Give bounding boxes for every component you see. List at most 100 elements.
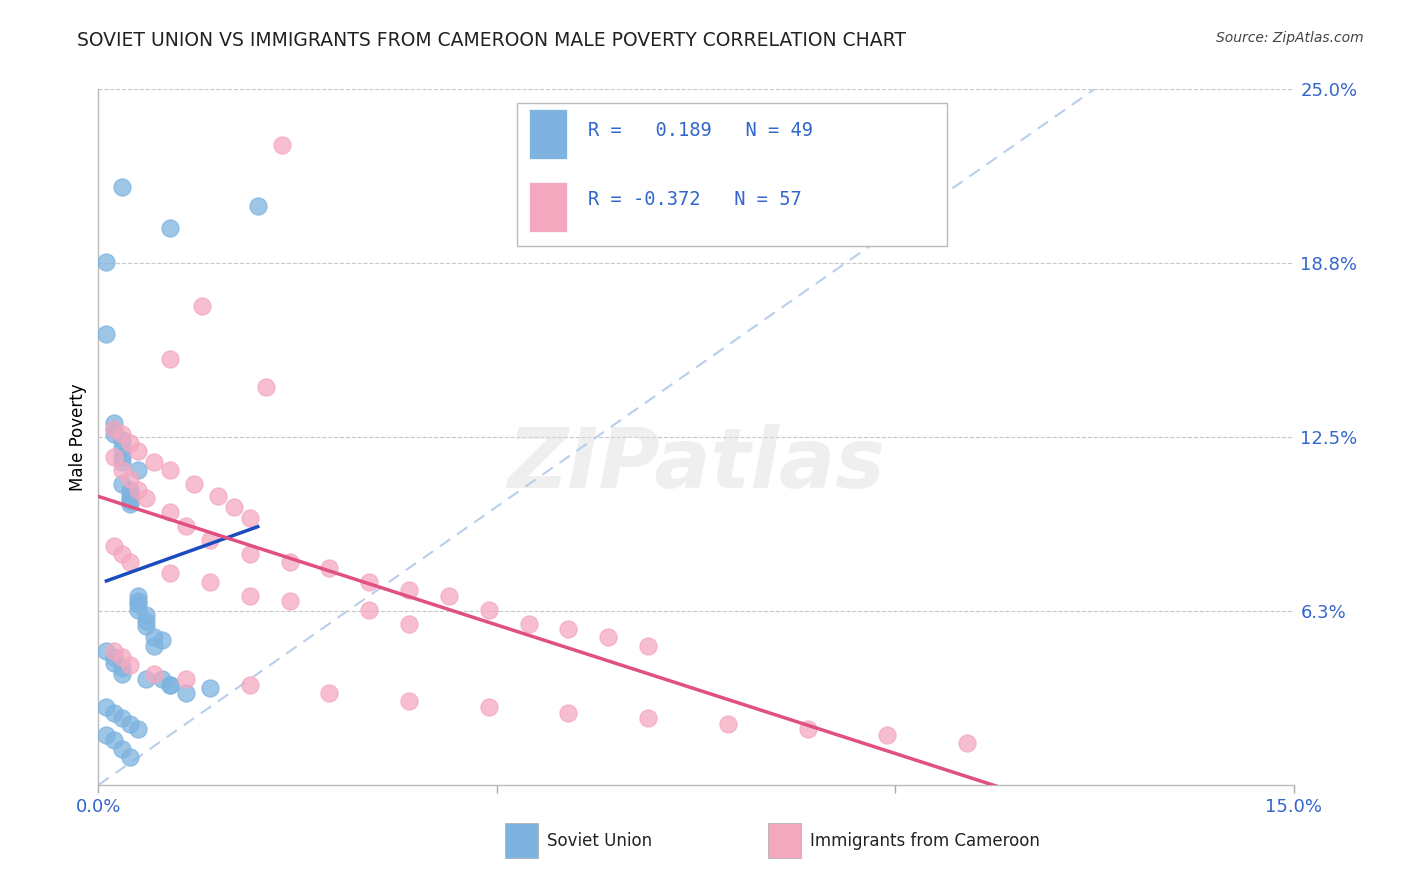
Point: [120, 555, 142, 569]
Point: [239, 510, 262, 524]
Point: [120, 750, 142, 764]
Point: [135, 608, 157, 623]
Point: [120, 472, 142, 486]
Point: [796, 723, 818, 737]
Point: [198, 681, 221, 695]
Text: Immigrants from Cameroon: Immigrants from Cameroon: [810, 831, 1039, 849]
Point: [127, 589, 149, 603]
Point: [246, 199, 269, 213]
Point: [143, 666, 166, 681]
Point: [111, 661, 134, 675]
Point: [135, 672, 157, 686]
Point: [111, 711, 134, 725]
Point: [103, 649, 125, 664]
Point: [120, 716, 142, 731]
Point: [239, 678, 262, 692]
Point: [159, 678, 181, 692]
Point: [120, 658, 142, 673]
Point: [174, 519, 197, 533]
Point: [111, 450, 134, 464]
Point: [876, 728, 898, 742]
Point: [103, 733, 125, 747]
Point: [239, 589, 262, 603]
Point: [398, 694, 420, 708]
Point: [127, 463, 149, 477]
Point: [150, 672, 173, 686]
Point: [111, 427, 134, 442]
Point: [239, 547, 262, 561]
Point: [398, 583, 420, 598]
Point: [159, 221, 181, 235]
Point: [398, 616, 420, 631]
Point: [120, 494, 142, 508]
Point: [557, 622, 579, 636]
Point: [111, 477, 134, 491]
Text: R =   0.189   N = 49: R = 0.189 N = 49: [589, 117, 814, 136]
Point: [270, 137, 292, 152]
Point: [103, 416, 125, 430]
Point: [103, 656, 125, 670]
Point: [143, 639, 166, 653]
Point: [198, 533, 221, 547]
Point: [159, 678, 181, 692]
Point: [111, 741, 134, 756]
Point: [159, 505, 181, 519]
Point: [598, 631, 620, 645]
Point: [96, 644, 118, 658]
Bar: [505, 823, 538, 858]
Point: [103, 539, 125, 553]
Point: [174, 672, 197, 686]
Point: [103, 450, 125, 464]
Point: [174, 686, 197, 700]
Point: [96, 327, 118, 342]
Point: [956, 736, 979, 750]
Text: SOVIET UNION VS IMMIGRANTS FROM CAMEROON MALE POVERTY CORRELATION CHART: SOVIET UNION VS IMMIGRANTS FROM CAMEROON…: [77, 31, 907, 50]
Point: [120, 483, 142, 497]
FancyBboxPatch shape: [517, 103, 948, 245]
Text: Soviet Union: Soviet Union: [547, 831, 652, 849]
Point: [111, 463, 134, 477]
Point: [135, 614, 157, 628]
Point: [278, 555, 301, 569]
Point: [96, 728, 118, 742]
Point: [127, 483, 149, 497]
Text: R = -0.372   N = 57: R = -0.372 N = 57: [589, 186, 803, 206]
Point: [103, 422, 125, 436]
Point: [111, 547, 134, 561]
Point: [318, 686, 340, 700]
Point: [637, 639, 659, 653]
Text: R = -0.372   N = 57: R = -0.372 N = 57: [589, 190, 803, 209]
Text: ZIPatlas: ZIPatlas: [508, 425, 884, 506]
Point: [198, 574, 221, 589]
Point: [159, 352, 181, 367]
Point: [183, 477, 205, 491]
Point: [103, 644, 125, 658]
Point: [111, 433, 134, 447]
Point: [111, 179, 134, 194]
Point: [717, 716, 740, 731]
Point: [103, 706, 125, 720]
Point: [557, 706, 579, 720]
Bar: [529, 182, 567, 232]
Point: [96, 254, 118, 268]
Point: [159, 566, 181, 581]
Point: [111, 441, 134, 455]
Y-axis label: Male Poverty: Male Poverty: [69, 384, 87, 491]
Point: [120, 497, 142, 511]
Point: [637, 711, 659, 725]
Point: [103, 427, 125, 442]
Point: [135, 491, 157, 506]
Text: R =   0.189   N = 49: R = 0.189 N = 49: [589, 120, 814, 139]
Point: [222, 500, 245, 514]
Point: [254, 380, 277, 394]
Point: [120, 435, 142, 450]
Point: [517, 616, 540, 631]
Point: [111, 666, 134, 681]
Point: [318, 561, 340, 575]
Point: [127, 602, 149, 616]
Point: [359, 574, 381, 589]
Point: [135, 619, 157, 633]
Point: [478, 602, 501, 616]
Point: [159, 463, 181, 477]
Text: Source: ZipAtlas.com: Source: ZipAtlas.com: [1216, 31, 1364, 45]
